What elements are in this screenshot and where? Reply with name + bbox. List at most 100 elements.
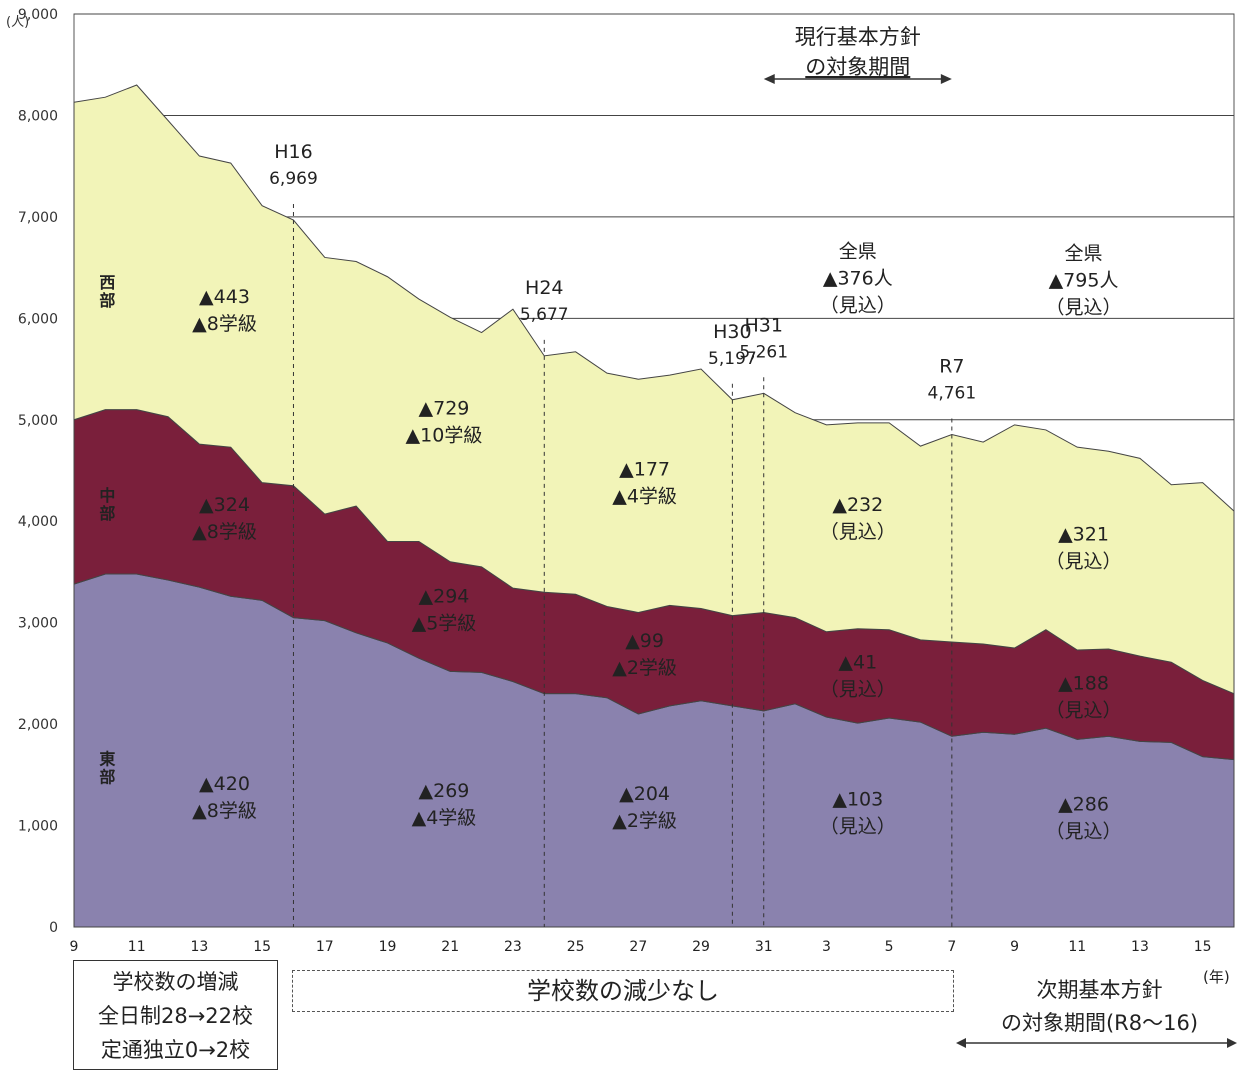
annotation-text: ▲5学級: [412, 612, 477, 634]
x-tick-label: 17: [316, 939, 334, 955]
x-tick-label: 11: [1068, 939, 1086, 955]
annotation-text: ▲269: [419, 780, 470, 802]
x-tick-label: 9: [70, 939, 79, 955]
area-series: [73, 84, 1235, 928]
y-tick-label: 2,000: [18, 717, 58, 733]
x-tick-label: 3: [822, 939, 831, 955]
y-tick-label: 9,000: [18, 7, 58, 23]
annotation-text: ▲286: [1058, 793, 1109, 815]
annotation-text: ▲420: [199, 773, 250, 795]
x-tick-label: 5: [885, 939, 894, 955]
part-time-change: 定通独立0→2校: [100, 1038, 251, 1062]
x-axis-unit: (年): [1203, 968, 1230, 986]
x-tick-label: 9: [1010, 939, 1019, 955]
y-axis-unit: (人): [6, 15, 29, 30]
annotation-text: 全県: [1065, 242, 1103, 264]
y-tick-label: 3,000: [18, 616, 58, 632]
annotation-text: ▲8学級: [192, 800, 257, 822]
next-policy-line2: の対象期間(R8〜16): [1000, 1011, 1199, 1035]
y-tick-label: 1,000: [18, 819, 58, 835]
y-tick-label: 8,000: [18, 108, 58, 124]
annotation-text: ▲188: [1058, 673, 1109, 695]
x-tick-label: 25: [567, 939, 585, 955]
region-label: 部: [99, 768, 115, 787]
area-西部: [73, 84, 1235, 695]
y-tick-label: 4,000: [18, 514, 58, 530]
annotation-text: ▲8学級: [192, 313, 257, 335]
x-tick-label: 11: [128, 939, 146, 955]
no-reduction-box: 学校数の減少なし: [292, 970, 954, 1012]
annotation-text: ▲4学級: [412, 807, 477, 829]
y-axis: 0 1,000 2,000 3,000 4,000 5,000 6,000 7,000 8,00…: [6, 7, 58, 936]
annotation-text: （見込）: [820, 678, 896, 700]
annotation-text: ▲232: [832, 494, 883, 516]
annotation-text: ▲103: [832, 788, 883, 810]
annotation-text: ▲376人: [823, 267, 893, 289]
y-tick-label: 0: [49, 920, 58, 936]
annotation-text: ▲10学級: [406, 425, 483, 447]
x-tick-label: 15: [1194, 939, 1212, 955]
reference-value: 5,197: [708, 349, 757, 369]
annotation-text: ▲177: [619, 459, 670, 481]
x-tick-label: 7: [947, 939, 956, 955]
x-tick-label: 21: [441, 939, 459, 955]
x-tick-label: 23: [504, 939, 522, 955]
current-policy-line2: の対象期間: [805, 55, 910, 79]
arrow-head-left: [763, 74, 775, 84]
x-tick-label: 13: [1131, 939, 1149, 955]
reference-label: H31: [744, 314, 782, 336]
reference-lines: H16 6,969 H24 5,677 H30 5,197 H31 5,261 R7 4,761: [269, 141, 976, 927]
annotation-text: ▲321: [1058, 523, 1109, 545]
annotation-text: （見込）: [820, 815, 896, 837]
annotations: 西部中部東部▲443▲8学級▲324▲8学級▲420▲8学級▲729▲10学級▲…: [99, 240, 1121, 842]
annotation-text: ▲443: [199, 286, 250, 308]
arrow-head-right: [940, 74, 952, 84]
next-policy-arrow: [956, 1038, 1237, 1048]
annotation-text: ▲729: [419, 398, 470, 420]
x-tick-label: 19: [379, 939, 397, 955]
x-tick-label: 15: [253, 939, 271, 955]
region-label: 部: [99, 504, 115, 523]
annotation-text: ▲8学級: [192, 521, 257, 543]
annotation-text: （見込）: [1046, 820, 1122, 842]
annotation-text: ▲4学級: [612, 486, 677, 508]
annotation-text: ▲294: [419, 585, 470, 607]
current-policy-line1: 現行基本方針: [795, 25, 921, 49]
stacked-area-chart: H166,969H245,677H305,197H315,261R74,761 …: [6, 7, 1235, 955]
annotation-text: ▲2学級: [612, 810, 677, 832]
annotation-text: ▲324: [199, 494, 250, 516]
y-tick-label: 6,000: [18, 311, 58, 327]
region-label: 部: [99, 291, 115, 310]
annotation-text: ▲41: [838, 651, 877, 673]
annotation-text: （見込）: [820, 294, 896, 316]
annotation-text: ▲2学級: [612, 657, 677, 679]
y-tick-label: 7,000: [18, 210, 58, 226]
next-policy-label: 次期基本方針 の対象期間(R8〜16): [962, 974, 1237, 1040]
school-count-change-box: 学校数の増減 全日制28→22校 定通独立0→2校: [73, 960, 278, 1070]
annotation-text: （見込）: [1046, 700, 1122, 722]
y-tick-label: 5,000: [18, 413, 58, 429]
reference-value: 4,761: [928, 383, 977, 403]
reference-value: 5,677: [520, 305, 569, 325]
full-time-change: 全日制28→22校: [97, 1004, 254, 1028]
x-tick-label: 31: [755, 939, 773, 955]
reference-label: H16: [274, 141, 312, 163]
reference-value: 6,969: [269, 169, 318, 189]
reference-value: 5,261: [739, 342, 788, 362]
annotation-text: ▲99: [625, 630, 664, 652]
region-label: 中: [99, 486, 115, 505]
reference-label: H30: [713, 321, 751, 343]
annotation-text: （見込）: [820, 521, 896, 543]
annotation-text: 全県: [839, 240, 877, 262]
x-tick-label: 29: [692, 939, 710, 955]
x-tick-label: 13: [190, 939, 208, 955]
no-reduction-text: 学校数の減少なし: [527, 977, 719, 1005]
region-label: 西: [99, 273, 115, 292]
region-label: 東: [99, 750, 115, 769]
reference-label: H24: [525, 277, 563, 299]
annotation-text: ▲795人: [1049, 269, 1119, 291]
x-tick-label: 27: [629, 939, 647, 955]
reference-label: R7: [939, 355, 964, 377]
